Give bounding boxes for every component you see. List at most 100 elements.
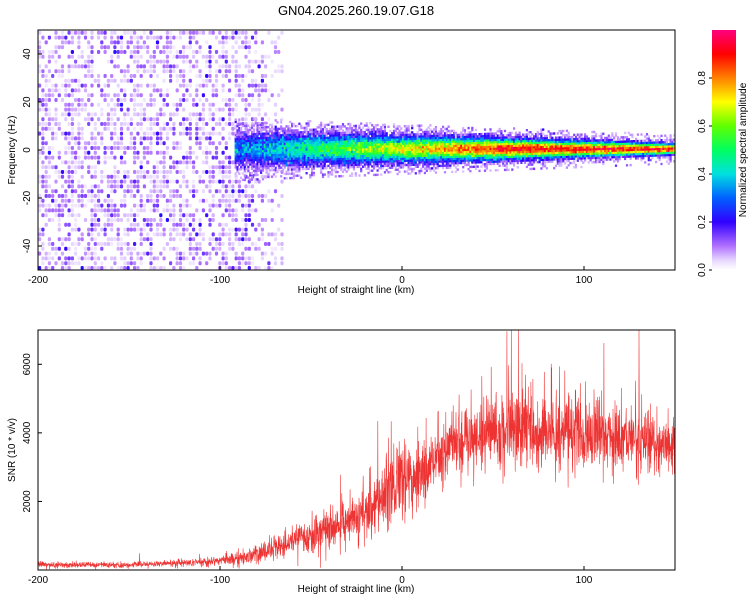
spectrogram-cell	[378, 134, 381, 137]
spectrogram-cell	[54, 261, 58, 266]
spectrogram-cell	[93, 165, 97, 170]
spectrogram-cell	[201, 189, 205, 194]
spectrogram-cell	[440, 128, 443, 131]
spectrogram-cell	[67, 122, 71, 126]
spectrogram-cell	[409, 150, 412, 154]
spectrogram-cell	[198, 218, 202, 222]
spectrogram-cell	[482, 154, 485, 157]
spectrogram-cell	[303, 163, 306, 166]
spectrogram-cell	[64, 246, 68, 251]
spectrogram-cell	[487, 154, 490, 157]
spectrogram-cell	[276, 151, 279, 154]
spectrogram-cell	[458, 161, 461, 165]
spectrogram-cell	[67, 112, 71, 117]
spectrogram-cell	[254, 135, 257, 138]
spectrogram-cell	[378, 158, 381, 161]
spectrogram-cell	[44, 78, 48, 83]
spectrogram-cell	[178, 237, 183, 242]
spectrogram-cell	[451, 129, 454, 133]
spectrogram-cell	[298, 146, 301, 149]
spectrogram-cell	[436, 151, 439, 155]
spectrogram-cell	[260, 237, 264, 242]
spectrogram-cell	[347, 146, 350, 149]
spectrogram-cell	[70, 146, 74, 150]
spectrogram-cell	[146, 194, 150, 198]
spectrogram-cell	[496, 160, 499, 163]
spectrogram-cell	[51, 208, 55, 213]
spectrogram-cell	[119, 107, 124, 112]
spectrogram-cell	[471, 146, 474, 149]
spectrogram-cell	[511, 131, 514, 135]
spectrogram-cell	[182, 50, 186, 54]
spectrogram-cell	[146, 117, 150, 122]
spectrogram-cell	[300, 146, 303, 149]
spectrogram-cell	[491, 151, 494, 155]
spectrogram-cell	[175, 102, 179, 107]
spectrogram-cell	[155, 136, 160, 141]
spectrogram-cell	[93, 78, 97, 83]
spectrogram-cell	[201, 126, 205, 131]
spectrogram-cell	[188, 78, 192, 83]
spectrogram-cell	[483, 139, 487, 142]
spectrogram-cell	[260, 165, 263, 168]
spectrogram-cell	[460, 153, 463, 156]
spectrogram-cell	[159, 213, 163, 218]
spectrogram-cell	[305, 150, 308, 153]
spectrogram-cell	[389, 138, 392, 141]
spectrogram-cell	[241, 227, 245, 232]
spectrogram-cell	[172, 35, 176, 40]
spectrogram-cell	[205, 261, 209, 266]
spectrogram-cell	[403, 157, 406, 160]
spectrogram-cell	[44, 165, 48, 170]
spectrogram-cell	[420, 148, 423, 151]
spectrogram-cell	[240, 157, 243, 160]
spectrogram-cell	[103, 45, 107, 50]
spectrogram-cell	[149, 83, 153, 88]
spectrogram-cell	[136, 54, 140, 59]
spectrogram-cell	[70, 194, 74, 198]
spectrogram-cell	[394, 142, 397, 146]
spectrogram-cell	[269, 123, 272, 127]
spectrogram-cell	[228, 88, 232, 93]
spectrogram-cell	[142, 30, 146, 35]
spectrogram-cell	[374, 145, 377, 148]
spectrogram-cell	[436, 156, 439, 159]
spectrogram-cell	[44, 98, 48, 102]
spectrogram-cell	[139, 83, 143, 88]
spectrogram-cell	[119, 136, 124, 141]
spectrogram-cell	[269, 169, 272, 172]
spectrogram-cell	[41, 69, 45, 74]
spectrogram-cell	[327, 145, 330, 148]
spectrogram-cell	[445, 149, 448, 152]
spectrogram-cell	[403, 125, 406, 128]
spectrogram-cell	[383, 171, 386, 174]
spectrogram-cell	[289, 161, 292, 165]
spectrogram-cell	[478, 141, 481, 144]
spectrogram-cell	[254, 178, 257, 181]
spectrogram-cell	[243, 148, 246, 151]
spectrogram-cell	[228, 266, 232, 270]
spectrogram-cell	[274, 158, 277, 161]
spectrogram-cell	[146, 45, 150, 50]
spectrogram-cell	[77, 131, 81, 136]
spectrogram-cell	[398, 144, 401, 148]
spectrogram-cell	[347, 138, 350, 141]
spectrogram-cell	[234, 127, 237, 130]
spectrogram-cell	[372, 137, 376, 140]
spectrogram-cell	[358, 154, 361, 158]
spectrogram-cell	[443, 147, 447, 150]
spectrogram-cell	[224, 59, 228, 64]
spectrogram-cell	[329, 140, 332, 144]
spectrogram-cell	[520, 153, 523, 156]
spectrogram-cell	[527, 131, 530, 134]
spectrogram-cell	[323, 125, 326, 129]
spectrogram-cell	[307, 154, 310, 157]
spectrogram-cell	[298, 148, 301, 151]
spectrogram-cell	[267, 130, 270, 133]
spectrogram-cell	[432, 132, 436, 135]
spectrogram-cell	[432, 156, 436, 159]
spectrogram-cell	[371, 124, 374, 127]
spectrogram-cell	[146, 222, 150, 227]
spectrogram-cell	[159, 93, 163, 98]
spectrogram-cell	[103, 227, 107, 232]
